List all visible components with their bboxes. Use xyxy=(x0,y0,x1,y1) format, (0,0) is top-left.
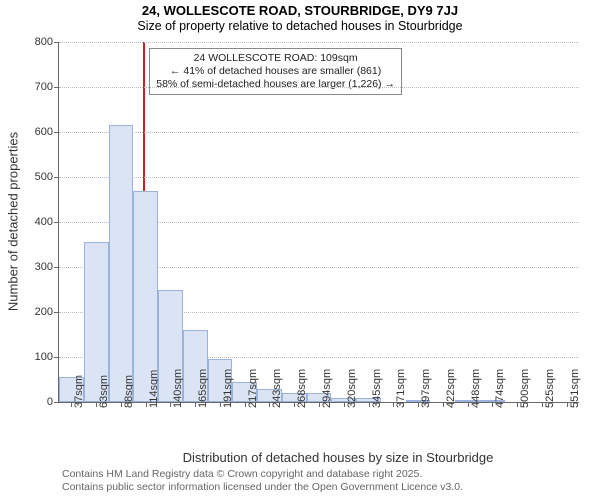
y-tick-label: 700 xyxy=(35,81,59,93)
y-tick-label: 800 xyxy=(35,36,59,48)
x-tick-mark xyxy=(418,402,419,407)
chart-title: 24, WOLLESCOTE ROAD, STOURBRIDGE, DY9 7J… xyxy=(0,0,600,19)
grid-line xyxy=(59,132,579,133)
x-tick-label: 500sqm xyxy=(519,369,531,408)
x-tick-label: 397sqm xyxy=(420,369,432,408)
x-tick-mark xyxy=(369,402,370,407)
x-tick-label: 448sqm xyxy=(470,369,482,408)
histogram-bar xyxy=(109,125,134,402)
callout-line3: 58% of semi-detached houses are larger (… xyxy=(156,78,395,91)
callout-line1: 24 WOLLESCOTE ROAD: 109sqm xyxy=(156,52,395,65)
footer-line2: Contains public sector information licen… xyxy=(62,481,463,494)
footer-attribution: Contains HM Land Registry data © Crown c… xyxy=(62,468,463,494)
y-tick-label: 100 xyxy=(35,351,59,363)
chart-subtitle: Size of property relative to detached ho… xyxy=(0,19,600,33)
y-tick-label: 400 xyxy=(35,216,59,228)
x-tick-label: 422sqm xyxy=(445,369,457,408)
callout-line2: ← 41% of detached houses are smaller (86… xyxy=(156,65,395,78)
x-tick-mark xyxy=(443,402,444,407)
grid-line xyxy=(59,177,579,178)
y-tick-label: 500 xyxy=(35,171,59,183)
x-tick-mark xyxy=(344,402,345,407)
x-tick-label: 268sqm xyxy=(296,369,308,408)
x-tick-mark xyxy=(245,402,246,407)
x-tick-mark xyxy=(319,402,320,407)
x-tick-mark xyxy=(121,402,122,407)
chart-container: 24, WOLLESCOTE ROAD, STOURBRIDGE, DY9 7J… xyxy=(0,0,600,500)
x-tick-mark xyxy=(220,402,221,407)
x-tick-label: 525sqm xyxy=(544,369,556,408)
x-tick-label: 551sqm xyxy=(569,369,581,408)
x-axis-label: Distribution of detached houses by size … xyxy=(158,450,518,465)
y-tick-label: 600 xyxy=(35,126,59,138)
reference-callout: 24 WOLLESCOTE ROAD: 109sqm ← 41% of deta… xyxy=(149,48,402,95)
x-tick-label: 294sqm xyxy=(321,369,333,408)
x-tick-mark xyxy=(96,402,97,407)
plot-area: 24 WOLLESCOTE ROAD: 109sqm ← 41% of deta… xyxy=(58,42,579,403)
x-tick-label: 320sqm xyxy=(346,369,358,408)
x-tick-mark xyxy=(542,402,543,407)
x-tick-label: 345sqm xyxy=(371,369,383,408)
x-tick-mark xyxy=(146,402,147,407)
x-tick-mark xyxy=(517,402,518,407)
grid-line xyxy=(59,42,579,43)
x-tick-label: 371sqm xyxy=(395,369,407,408)
y-tick-label: 0 xyxy=(47,396,59,408)
x-tick-label: 474sqm xyxy=(494,369,506,408)
x-tick-mark xyxy=(468,402,469,407)
y-axis-label: Number of detached properties xyxy=(6,122,21,322)
footer-line1: Contains HM Land Registry data © Crown c… xyxy=(62,468,463,481)
y-tick-label: 300 xyxy=(35,261,59,273)
x-tick-label: 243sqm xyxy=(271,369,283,408)
grid-line xyxy=(59,87,579,88)
x-tick-mark xyxy=(567,402,568,407)
y-tick-label: 200 xyxy=(35,306,59,318)
